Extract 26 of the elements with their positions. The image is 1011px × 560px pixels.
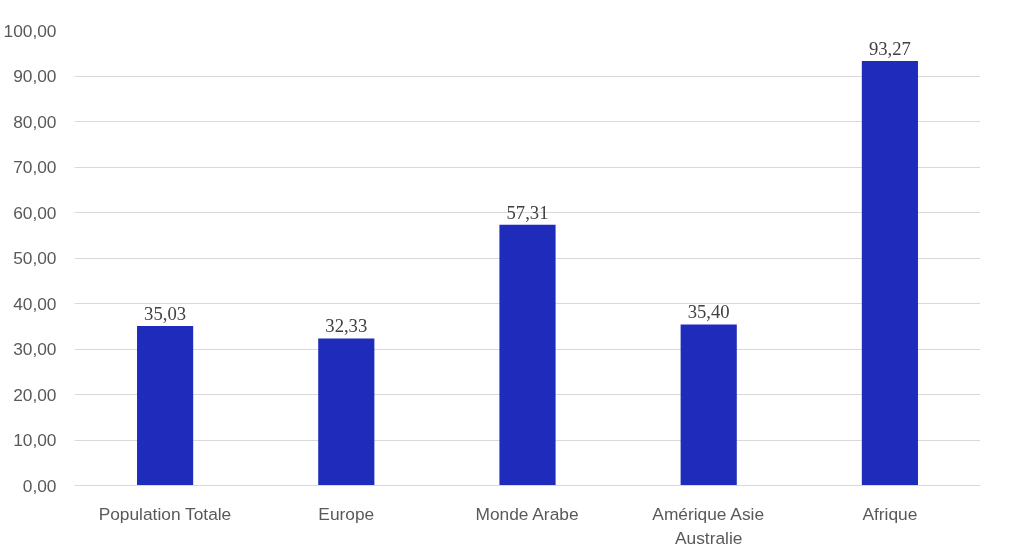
y-tick-label: 60,00 — [13, 202, 57, 223]
data-label: 35,40 — [687, 301, 730, 323]
y-tick-label: 50,00 — [13, 248, 57, 268]
x-tick-label: Monde Arabe — [475, 503, 579, 524]
x-tick-label: Amérique Asie Australie — [652, 503, 765, 548]
data-label: 32,33 — [325, 315, 368, 337]
data-label: 35,03 — [144, 303, 187, 325]
y-tick-label: 10,00 — [13, 430, 57, 450]
bar — [318, 338, 375, 486]
y-tick-label: 30,00 — [13, 339, 57, 359]
bar — [499, 224, 556, 486]
y-tick-label: 90,00 — [13, 66, 57, 86]
y-tick-label: 100,00 — [3, 20, 57, 41]
x-tick-label: Afrique — [862, 503, 918, 524]
y-tick-label: 0,00 — [22, 475, 57, 496]
x-tick-label: Population Totale — [98, 503, 232, 524]
x-tick-label: Europe — [318, 503, 375, 524]
bar — [137, 326, 194, 486]
y-tick-label: 40,00 — [13, 293, 57, 314]
bar — [861, 61, 918, 486]
y-tick-label: 20,00 — [13, 384, 57, 405]
y-tick-label: 70,00 — [13, 157, 57, 177]
data-label: 93,27 — [868, 38, 911, 60]
bar — [680, 324, 737, 486]
y-tick-label: 80,00 — [13, 111, 57, 132]
data-label: 57,31 — [506, 201, 549, 223]
